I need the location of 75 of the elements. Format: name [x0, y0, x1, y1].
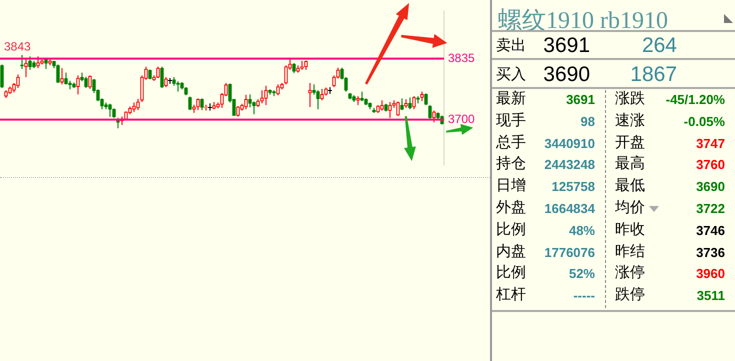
candlestick: [192, 104, 196, 114]
candlestick: [308, 82, 312, 108]
annotation: 3843: [4, 39, 32, 54]
text: 3736: [696, 244, 725, 260]
text: 3690: [696, 179, 725, 194]
y-tick-label: 3700: [448, 112, 476, 126]
text: 3691: [543, 34, 590, 57]
candlestick: [380, 100, 384, 112]
text: 3722: [696, 201, 725, 216]
text: 3691: [566, 92, 595, 107]
candlestick: [24, 59, 28, 78]
text: 螺纹1910 rb1910: [498, 7, 668, 36]
text: 3960: [696, 266, 725, 282]
text: 48%: [568, 222, 595, 238]
text: 杠杆: [496, 286, 526, 304]
candlestick: [252, 101, 256, 115]
text: 跌停: [615, 286, 645, 304]
text: -----: [573, 288, 595, 304]
text: 最低: [615, 177, 645, 194]
text: 总手: [496, 134, 526, 151]
text: 3747: [696, 136, 725, 151]
text: 1664834: [544, 201, 595, 216]
candlestick: [248, 94, 252, 108]
candlestick: [300, 60, 304, 70]
text: 264: [642, 34, 677, 57]
candlestick: [400, 98, 404, 111]
y-tick-label: 3835: [448, 50, 476, 65]
text: -0.05%: [684, 114, 725, 129]
candlestick: [316, 90, 320, 110]
text: 3760: [696, 157, 725, 172]
candlestick: [312, 84, 316, 96]
text: 均价: [615, 199, 645, 216]
candlestick: [76, 74, 80, 95]
text: 现手: [496, 112, 526, 129]
text: 最新: [496, 90, 526, 107]
text: 昨收: [615, 220, 645, 238]
text: 日增: [496, 177, 526, 194]
candlestick: [352, 94, 356, 103]
text: 卖出: [496, 37, 526, 54]
candlestick: [108, 103, 112, 118]
text: 2443248: [544, 157, 595, 172]
candlestick: [16, 74, 20, 88]
candlestick: [388, 102, 392, 118]
text: 涨停: [615, 264, 645, 282]
text: 内盘: [496, 242, 526, 260]
text: 速涨: [615, 112, 645, 129]
text: 1776076: [544, 244, 595, 260]
text: 涨跌: [615, 90, 645, 107]
text: 125758: [552, 179, 595, 194]
candlestick: [176, 80, 180, 92]
text: 3511: [696, 288, 725, 304]
text: 52%: [568, 266, 595, 282]
candlestick: [60, 68, 64, 85]
candlestick: [20, 54, 24, 70]
candlestick: [260, 90, 264, 104]
candlestick: [416, 96, 420, 104]
text: 3440910: [544, 136, 595, 151]
candlestick: [264, 85, 268, 106]
candlestick: [360, 91, 364, 102]
text: 开盘: [615, 134, 645, 151]
candlestick: [124, 112, 128, 120]
text: 外盘: [496, 199, 526, 216]
text: 比例: [496, 220, 526, 238]
candlestick: [408, 96, 412, 110]
text: 比例: [496, 264, 526, 282]
text: 买入: [496, 66, 526, 83]
text: 3746: [696, 222, 725, 238]
candlestick: [356, 96, 360, 106]
text: 昨结: [615, 242, 645, 260]
text: 98: [580, 114, 595, 129]
text: 持仓: [496, 155, 526, 172]
text: 最高: [615, 155, 645, 172]
text: -45/1.20%: [666, 92, 725, 107]
text: 3690: [543, 63, 590, 86]
text: 1867: [630, 63, 677, 86]
